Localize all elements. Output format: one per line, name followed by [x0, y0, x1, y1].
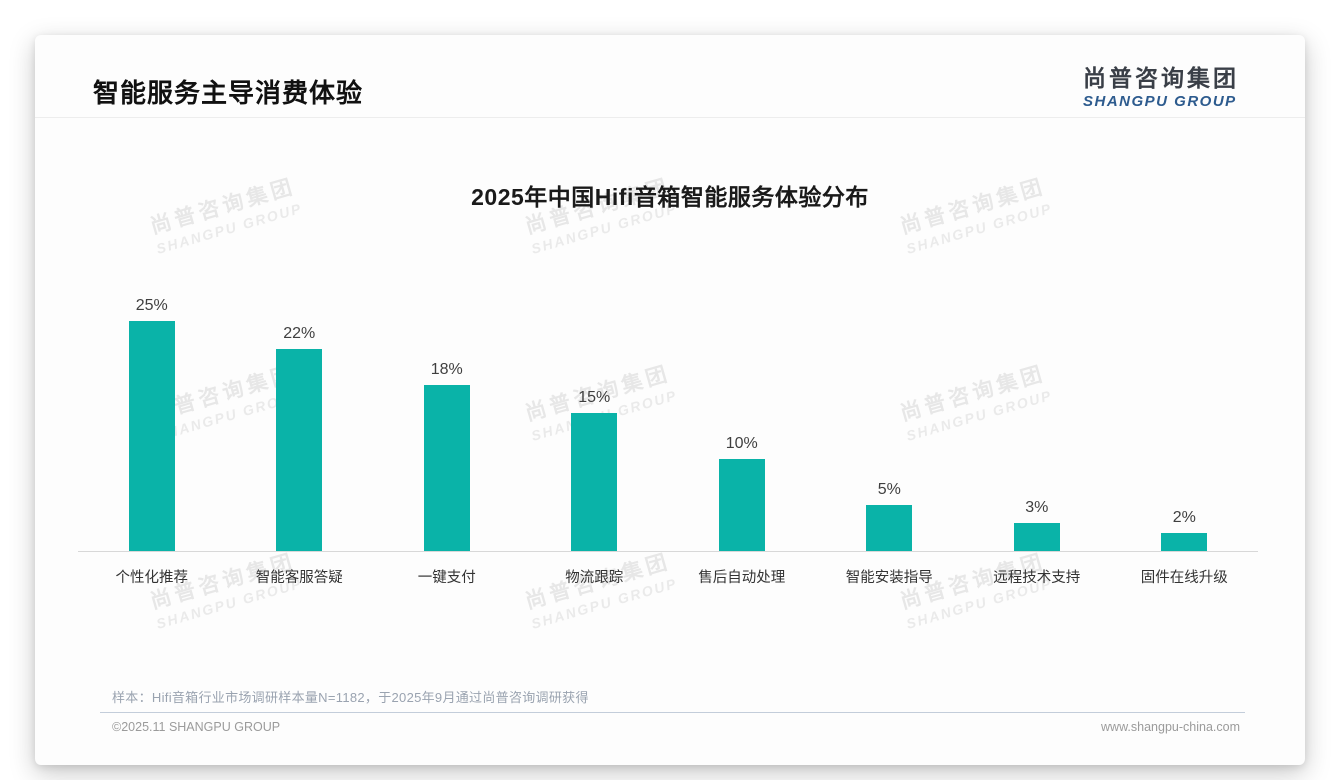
bar-group: 25% [78, 293, 226, 551]
bar [571, 413, 618, 551]
bar-group: 5% [816, 293, 964, 551]
slide-card: 尚普咨询集团 SHANGPU GROUP 尚普咨询集团 SHANGPU GROUP 尚普… [35, 35, 1305, 765]
bar [718, 459, 765, 551]
chart-title: 2025年中国Hifi音箱智能服务体验分布 [471, 184, 869, 210]
copyright-text: ©2025.11 SHANGPU GROUP [112, 720, 281, 734]
category-label: 售后自动处理 [698, 570, 786, 586]
bar-group: 3% [963, 293, 1111, 551]
logo-english-text: SHANGPU GROUP [1083, 93, 1237, 110]
bar [866, 505, 913, 551]
website-url: www.shangpu-china.com [1101, 720, 1240, 734]
category-label: 远程技术支持 [993, 570, 1081, 586]
bar-value-label: 5% [877, 481, 901, 498]
category-label: 智能客服答疑 [255, 570, 343, 586]
sample-note: 样本：Hifi音箱行业市场调研样本量N=1182，于2025年9月通过尚普咨询调… [112, 690, 589, 705]
bar [1161, 533, 1208, 551]
bar-group: 2% [1111, 293, 1259, 551]
footer-divider [100, 712, 1245, 713]
bar-group: 15% [521, 293, 669, 551]
bar-value-label: 22% [283, 325, 316, 342]
logo-chinese-text: 尚普咨询集团 [1083, 65, 1239, 91]
bar-value-label: 2% [1172, 509, 1196, 526]
category-label: 物流跟踪 [565, 570, 624, 586]
bar [1013, 523, 1060, 551]
company-logo: 尚普咨询集团 SHANGPU GROUP [1083, 59, 1239, 110]
chart-category-axis: 个性化推荐 智能客服答疑 一键支付 物流跟踪 售后自动处理 智能安装指导 远程技术支持 固件在… [78, 566, 1258, 587]
bar-value-label: 10% [725, 435, 758, 452]
header: 智能服务主导消费体验 尚普咨询集团 SHANGPU GROUP [35, 35, 1305, 118]
bar-chart-plot-area: 25% 22% 18% 15% 10% 5% 3% 2% [78, 293, 1258, 552]
bar [128, 321, 175, 551]
bar-group: 22% [226, 293, 374, 551]
bar-value-label: 15% [578, 389, 611, 406]
category-label: 固件在线升级 [1140, 570, 1228, 586]
bar-value-label: 3% [1025, 499, 1049, 516]
bar-value-label: 25% [135, 297, 168, 314]
bar [276, 349, 323, 551]
footer: ©2025.11 SHANGPU GROUP www.shangpu-china… [112, 720, 1240, 734]
page-title: 智能服务主导消费体验 [93, 78, 364, 108]
bar-value-label: 18% [430, 361, 463, 378]
category-label: 个性化推荐 [115, 570, 189, 586]
category-label: 一键支付 [417, 570, 476, 586]
category-label: 智能安装指导 [845, 570, 933, 586]
bar-group: 18% [373, 293, 521, 551]
bar-group: 10% [668, 293, 816, 551]
bar [423, 385, 470, 551]
